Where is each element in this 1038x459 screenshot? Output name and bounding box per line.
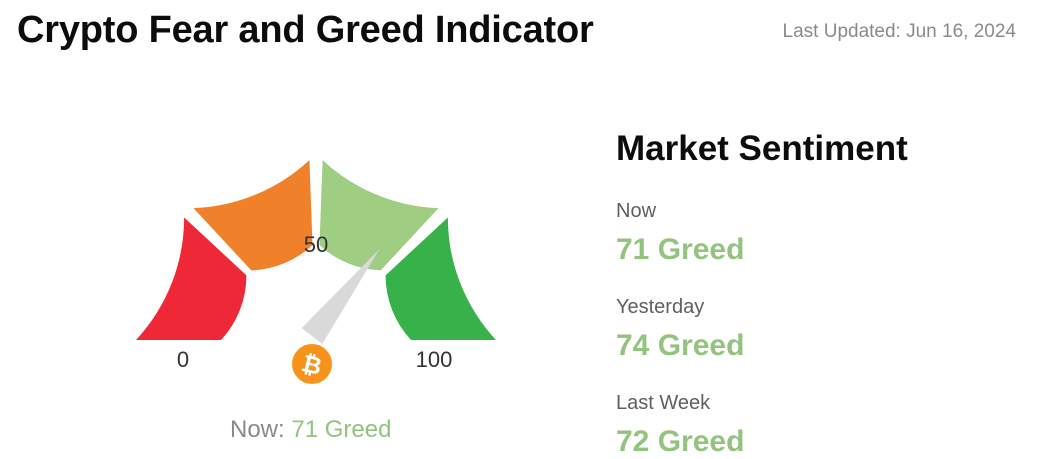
gauge-now-prefix: Now: [230,416,285,443]
sentiment-now-value: 71 Greed [616,233,745,266]
gauge-segment-greed [319,160,439,271]
sentiment-yesterday-label: Yesterday [616,296,705,318]
sentiment-last-week-value: 72 Greed [616,425,745,458]
sentiment-last-week-label: Last Week [616,392,711,414]
sentiment-yesterday-value: 74 Greed [616,329,745,362]
fear-greed-gauge: 50 0 100 ₿ [136,160,496,384]
bitcoin-icon: ₿ [292,344,332,384]
gauge-segment-extreme-fear [136,217,247,340]
last-updated: Last Updated: Jun 16, 2024 [782,21,1016,42]
sentiment-now-label: Now [616,200,657,222]
gauge-needle [301,249,380,344]
page-title: Crypto Fear and Greed Indicator [17,9,594,51]
gauge-min-label: 0 [177,347,189,372]
gauge-segment-fear [193,160,313,271]
gauge-mid-label: 50 [304,232,328,257]
gauge-now-caption: Now: 71 Greed [230,416,391,444]
market-sentiment-title: Market Sentiment [616,129,908,168]
gauge-now-value: 71 Greed [291,416,392,443]
gauge-segments [136,160,496,340]
gauge-max-label: 100 [416,347,453,372]
gauge-segment-extreme-greed [385,217,496,340]
